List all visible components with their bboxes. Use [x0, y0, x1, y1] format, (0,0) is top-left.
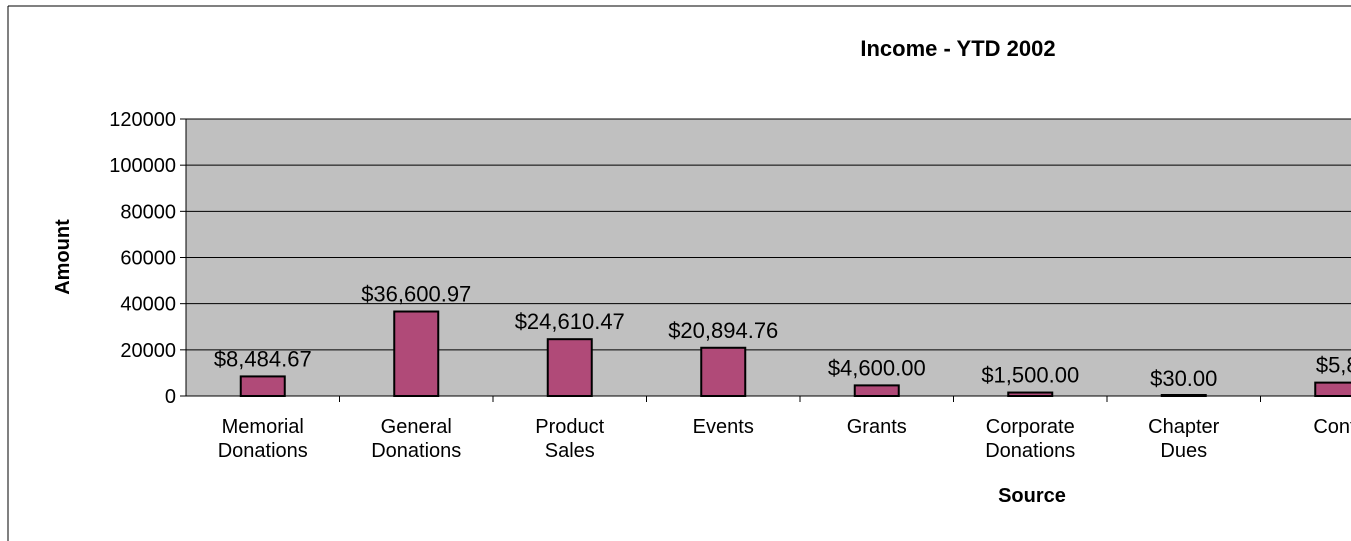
x-category-label: Corporate [986, 416, 1075, 438]
x-axis-title: Source [998, 485, 1066, 507]
y-tick-label: 80000 [120, 201, 176, 223]
bar [700, 346, 747, 397]
chart-title: Income - YTD 2002 [860, 36, 1055, 61]
data-label: $30.00 [1150, 366, 1217, 391]
y-axis-title: Amount [52, 219, 74, 295]
data-label: $20,894.76 [668, 318, 778, 343]
y-tick-label: 20000 [120, 340, 176, 362]
x-category-label: Memorial [222, 416, 304, 438]
data-label: $5,8 [1316, 353, 1351, 378]
data-label: $4,600.00 [828, 355, 926, 380]
x-category-label: Events [693, 416, 754, 438]
y-tick-label: 60000 [120, 248, 176, 270]
data-label: $24,610.47 [515, 309, 625, 334]
y-tick-label: 100000 [109, 155, 176, 177]
bar [393, 310, 440, 397]
x-axis-ticks [339, 396, 1261, 402]
x-category-label: Product [535, 416, 604, 438]
bar [853, 384, 900, 397]
bar [239, 375, 286, 397]
gridlines [186, 118, 1351, 351]
y-axis-ticks: 0 20000 40000 60000 80000 100000 120000 [109, 109, 186, 408]
x-category-label: Sales [545, 440, 595, 462]
x-category-label: Donations [371, 440, 461, 462]
x-category-label: Chapter [1148, 416, 1219, 438]
y-tick-label: 0 [165, 386, 176, 408]
y-tick-label: 120000 [109, 109, 176, 131]
x-category-label: Donations [218, 440, 308, 462]
x-category-label: Grants [847, 416, 907, 438]
category-labels: MemorialDonationsGeneralDonationsProduct… [218, 416, 1351, 462]
y-tick-label: 40000 [120, 294, 176, 316]
bar [1314, 381, 1351, 397]
bar [546, 338, 593, 397]
data-label: $36,600.97 [361, 282, 471, 307]
x-category-label: Conf. [1313, 416, 1351, 438]
bar [1007, 391, 1054, 398]
data-label: $8,484.67 [214, 346, 312, 371]
x-category-label: Dues [1160, 440, 1207, 462]
x-category-label: Donations [985, 440, 1075, 462]
data-labels: $8,484.67 $36,600.97 $24,610.47 $20,894.76 $… [214, 282, 1351, 391]
x-category-label: General [381, 416, 452, 438]
data-label: $1,500.00 [981, 363, 1079, 388]
